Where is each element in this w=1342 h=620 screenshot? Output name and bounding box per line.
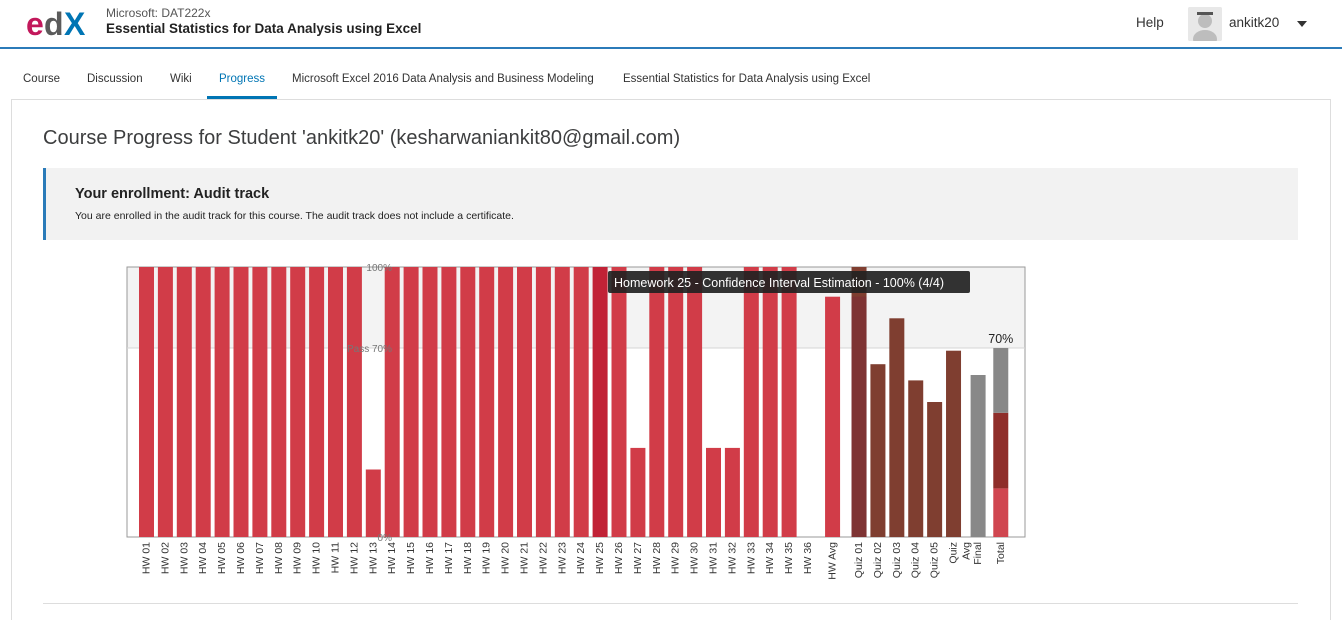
total-label: 70%: [988, 332, 1013, 346]
xtick-label: HW 22: [537, 542, 549, 574]
bar-10: [309, 267, 324, 537]
xtick-label: HW 27: [632, 542, 644, 574]
bar-23: [555, 267, 570, 537]
xtick-label: Quiz 01: [853, 542, 865, 578]
xtick-label: HW 05: [216, 542, 228, 574]
xtick-label: HW 20: [500, 542, 512, 574]
bar-17: [441, 267, 456, 537]
xtick-label: HW 10: [311, 542, 323, 574]
xtick-label: HW 19: [481, 542, 493, 574]
xtick-label: Final: [972, 542, 984, 565]
bar-overlap-highlight: [852, 297, 867, 537]
xtick-label: Quiz 04: [910, 542, 922, 578]
xtick-label: Quiz 05: [929, 542, 941, 578]
bar-24: [574, 267, 589, 537]
bar-1: [139, 267, 154, 537]
xtick-label: HW 13: [367, 542, 379, 574]
xtick-label: HW 07: [254, 542, 266, 574]
xtick-label: HW 26: [613, 542, 625, 574]
bar-39: [870, 364, 885, 537]
xtick-label: HW 09: [292, 542, 304, 574]
xtick-label: HW 14: [386, 542, 398, 574]
ytick-pass: Pass 70%: [347, 344, 392, 355]
bar-13: [366, 470, 381, 538]
bar-33: [744, 267, 759, 537]
bar-3: [177, 267, 192, 537]
bar-22: [536, 267, 551, 537]
bar-44: [971, 375, 986, 537]
divider: [43, 603, 1298, 604]
bar-9: [290, 267, 305, 537]
bar-25: [593, 267, 608, 537]
xtick-label: HW 02: [159, 542, 171, 574]
total-bar-segment-3: [993, 348, 1008, 413]
bar-31: [706, 448, 721, 537]
bar-19: [479, 267, 494, 537]
bar-37: [825, 297, 840, 537]
ytick-100: 100%: [366, 263, 392, 274]
bar-14: [385, 267, 400, 537]
bar-41: [908, 380, 923, 537]
bar-34: [763, 267, 778, 537]
xtick-label: HW 17: [443, 542, 455, 574]
xtick-label: Total: [995, 542, 1007, 564]
bar-4: [196, 267, 211, 537]
total-bar-segment-2: [993, 413, 1008, 489]
xtick-label: HW 30: [689, 542, 701, 574]
xtick-label: HW 23: [556, 542, 568, 574]
bar-21: [517, 267, 532, 537]
xtick-label: HW 28: [651, 542, 663, 574]
bar-30: [687, 267, 702, 537]
xtick-label: HW 03: [178, 542, 190, 574]
bar-28: [649, 267, 664, 537]
bar-7: [252, 267, 267, 537]
xtick-label: HW 21: [519, 542, 531, 574]
xtick-label: HW 08: [273, 542, 285, 574]
bar-18: [460, 267, 475, 537]
xtick-label: HW 29: [670, 542, 682, 574]
bar-8: [271, 267, 286, 537]
xtick-label: HW 06: [235, 542, 247, 574]
bar-42: [927, 402, 942, 537]
bar-35: [782, 267, 797, 537]
bar-26: [612, 267, 627, 537]
xtick-label: HW 04: [197, 542, 209, 574]
bar-2: [158, 267, 173, 537]
xtick-label: Quiz 03: [891, 542, 903, 578]
bar-5: [215, 267, 230, 537]
xtick-label: HW 15: [405, 542, 417, 574]
xtick-label: Quiz: [948, 542, 960, 564]
bar-43: [946, 351, 961, 537]
xtick-label: Avg: [961, 542, 973, 560]
xtick-label: HW 01: [141, 542, 153, 574]
bar-27: [630, 448, 645, 537]
xtick-label: HW 18: [462, 542, 474, 574]
bar-15: [404, 267, 419, 537]
xtick-label: HW 16: [424, 542, 436, 574]
total-bar-segment-1: [993, 488, 1008, 537]
bar-40: [889, 318, 904, 537]
bar-12: [347, 267, 362, 537]
tooltip-text: Homework 25 - Confidence Interval Estima…: [614, 276, 944, 290]
bar-6: [234, 267, 249, 537]
bar-16: [423, 267, 438, 537]
bar-11: [328, 267, 343, 537]
xtick-label: HW 24: [575, 542, 587, 574]
xtick-label: HW Avg: [827, 542, 839, 580]
bar-20: [498, 267, 513, 537]
xtick-label: HW 35: [783, 542, 795, 574]
xtick-label: HW 31: [708, 542, 720, 574]
xtick-label: HW 32: [726, 542, 738, 574]
xtick-label: HW 36: [802, 542, 814, 574]
bar-29: [668, 267, 683, 537]
xtick-label: HW 25: [594, 542, 606, 574]
xtick-label: HW 12: [348, 542, 360, 574]
bar-32: [725, 448, 740, 537]
xtick-label: HW 11: [330, 542, 342, 573]
xtick-label: HW 33: [745, 542, 757, 574]
xtick-label: HW 34: [764, 542, 776, 574]
xtick-label: Quiz 02: [872, 542, 884, 578]
